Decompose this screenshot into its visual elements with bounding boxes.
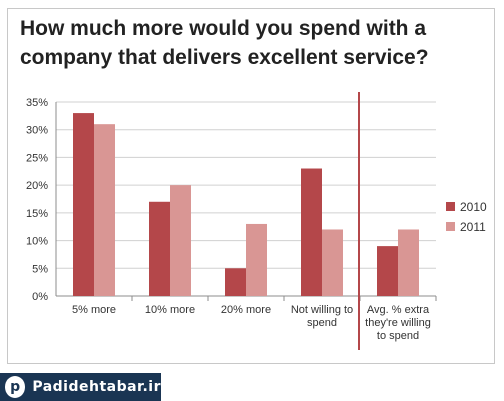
bar-chart: 0% 5% 10% 15% 20% 25% 30% 35% 5% more 10% more 20%…	[26, 92, 487, 350]
bar-2011	[398, 229, 419, 296]
y-tick-label: 5%	[32, 263, 48, 275]
brand-name: Padidehtabar.ir	[32, 379, 161, 395]
y-tick-label: 35%	[26, 97, 48, 109]
legend-label: 2011	[460, 220, 486, 234]
x-tick-label: Not willing to	[291, 304, 353, 316]
bar-2011	[170, 185, 191, 296]
x-tick-label: spend	[307, 317, 337, 329]
y-tick-label: 0%	[32, 291, 48, 303]
y-tick-label: 15%	[26, 208, 48, 220]
bar-2010	[377, 246, 398, 296]
y-tick-label: 25%	[26, 152, 48, 164]
bar-2011	[94, 124, 115, 297]
bar-2011	[322, 229, 343, 296]
legend-swatch	[446, 202, 455, 211]
x-tick-label: Avg. % extra	[367, 304, 430, 316]
chart-title: How much more would you spend with a com…	[20, 17, 429, 69]
bar-2010	[149, 201, 170, 296]
brand-logo-icon: p	[5, 376, 26, 398]
y-tick-label: 20%	[26, 180, 48, 192]
bar-2010	[73, 113, 94, 296]
x-tick-label: to spend	[377, 330, 419, 342]
y-tick-label: 10%	[26, 236, 48, 248]
legend-swatch	[446, 222, 455, 231]
x-tick-label: 20% more	[221, 304, 271, 316]
bar-2010	[301, 168, 322, 296]
bar-2010	[225, 268, 246, 296]
bar-2011	[246, 223, 267, 296]
legend-label: 2010	[460, 200, 487, 214]
x-tick-label: they're willing	[365, 317, 431, 329]
x-tick-label: 5% more	[72, 304, 116, 316]
y-tick-label: 30%	[26, 125, 48, 137]
x-tick-label: 10% more	[145, 304, 195, 316]
brand-banner[interactable]: p Padidehtabar.ir	[0, 373, 161, 401]
